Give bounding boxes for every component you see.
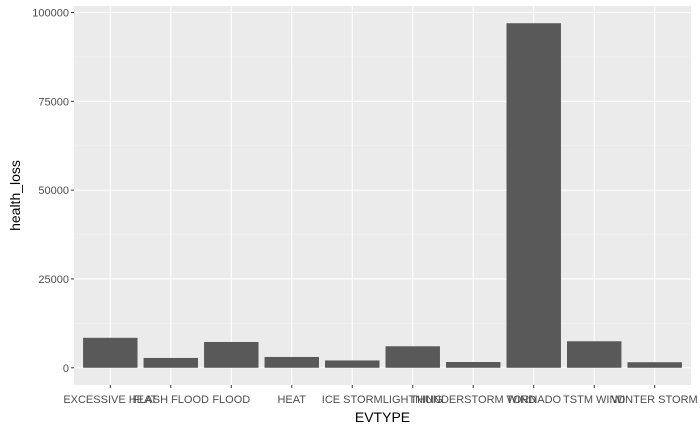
y-tick-label: 100000 — [32, 8, 69, 20]
minor-gridlines — [74, 56, 691, 324]
y-axis-title: health_loss — [7, 160, 23, 231]
x-tick-label: FLOOD — [212, 394, 250, 406]
y-axis: 0 25000 50000 75000 100000 — [32, 8, 74, 375]
bar-flash-flood — [143, 357, 199, 368]
plot-panel — [74, 6, 691, 385]
x-tick-label: TORNADO — [506, 394, 561, 406]
bars — [83, 23, 682, 368]
x-tick-label: HEAT — [277, 394, 306, 406]
x-tick-label: TSTM WIND — [563, 394, 625, 406]
bar-excessive-heat — [83, 337, 138, 368]
bar-lightning — [385, 346, 440, 368]
bar-winter-storm — [627, 362, 682, 368]
y-tick-label: 0 — [63, 363, 69, 375]
x-axis-title: EVTYPE — [355, 409, 410, 425]
bar-tstm-wind — [566, 341, 622, 368]
y-tick-label: 25000 — [38, 274, 69, 286]
x-tick-label: ICE STORM — [322, 394, 383, 406]
bar-flood — [204, 341, 259, 368]
bar-tornado — [506, 23, 561, 368]
x-tick-label: THUNDERSTORM WIND — [410, 394, 536, 406]
major-gridlines — [74, 6, 691, 385]
x-tick-label: FLASH FLOOD — [133, 394, 209, 406]
x-tick-label: WINTER STORM — [612, 394, 698, 406]
y-tick-label: 50000 — [38, 185, 69, 197]
y-tick-label: 75000 — [38, 96, 69, 108]
bar-thunderstorm-wind — [446, 362, 501, 368]
x-tick-label: LIGHTNING — [383, 394, 443, 406]
bar-ice-storm — [325, 360, 380, 368]
bar-heat — [264, 356, 319, 368]
x-tick-label: EXCESSIVE HEAT — [63, 394, 157, 406]
